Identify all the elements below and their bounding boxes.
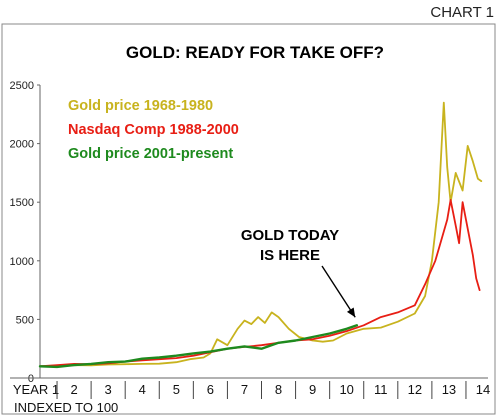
series-line-0 bbox=[39, 101, 483, 368]
annotation-arrow-head bbox=[346, 307, 356, 318]
x-tick-label: 12 bbox=[408, 382, 422, 397]
x-tick-label: 10 bbox=[339, 382, 353, 397]
x-tick-label: 5 bbox=[173, 382, 180, 397]
annotation-layer: GOLD TODAY IS HERE bbox=[241, 227, 356, 318]
legend-entry-1: Nasdaq Comp 1988-2000 bbox=[68, 122, 239, 138]
series-layer bbox=[38, 101, 483, 369]
annotation-text: GOLD TODAY bbox=[241, 227, 339, 244]
y-tick-label: 1000 bbox=[10, 256, 34, 268]
x-tick-label: 6 bbox=[207, 382, 214, 397]
annotation-arrow-shaft bbox=[321, 265, 356, 318]
x-tick-label: 13 bbox=[442, 382, 456, 397]
x-tick-label: YEAR 1 bbox=[13, 382, 59, 397]
x-tick-label: 7 bbox=[241, 382, 248, 397]
x-tick-label: 14 bbox=[476, 382, 490, 397]
y-tick-label: 2500 bbox=[10, 80, 34, 92]
annotation-text: IS HERE bbox=[260, 247, 320, 264]
y-tick-label: 2000 bbox=[10, 139, 34, 151]
x-tick-label: 9 bbox=[309, 382, 316, 397]
legend: Gold price 1968-1980 Nasdaq Comp 1988-200… bbox=[68, 98, 239, 162]
chart-frame bbox=[1, 23, 496, 415]
corner-label: CHART 1 bbox=[430, 4, 494, 21]
x-tick-label: 11 bbox=[374, 382, 388, 397]
series-line-1 bbox=[39, 198, 481, 368]
y-axis: 0 500 1000 1500 2000 2500 bbox=[10, 80, 41, 385]
x-tick-label: 3 bbox=[105, 382, 112, 397]
y-tick-label: 1500 bbox=[10, 197, 34, 209]
x-axis: YEAR 1 2 3 4 5 6 7 8 9 10 11 12 13 14 bbox=[10, 377, 490, 399]
x-axis-note: INDEXED TO 100 bbox=[14, 400, 118, 415]
series-line-2 bbox=[38, 324, 359, 369]
chart-title: GOLD: READY FOR TAKE OFF? bbox=[126, 43, 384, 62]
y-tick-label: 0 bbox=[28, 373, 34, 385]
legend-entry-2: Gold price 2001-present bbox=[68, 146, 233, 162]
x-tick-label: 4 bbox=[139, 382, 146, 397]
x-tick-label: 8 bbox=[275, 382, 282, 397]
legend-entry-0: Gold price 1968-1980 bbox=[68, 98, 213, 114]
x-tick-label: 2 bbox=[70, 382, 77, 397]
y-tick-label: 500 bbox=[16, 314, 34, 326]
